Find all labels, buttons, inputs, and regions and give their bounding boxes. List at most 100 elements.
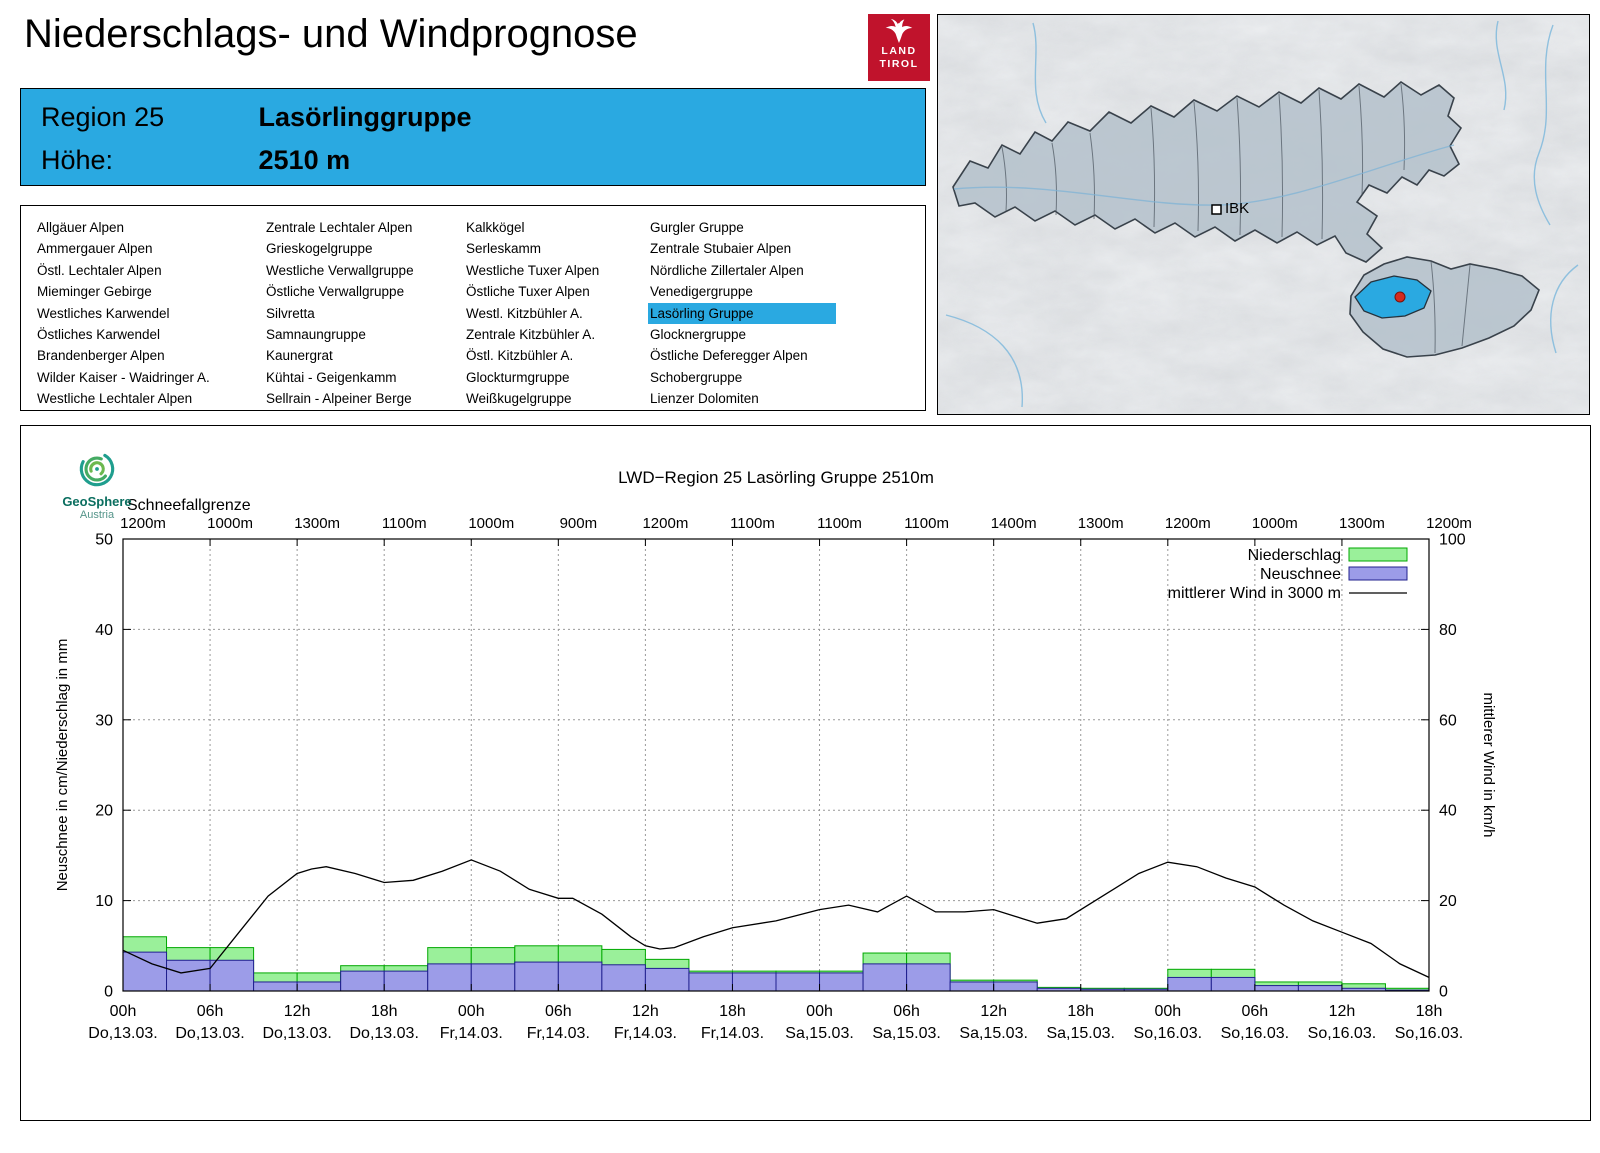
x-tick-date: Sa,15.03. (959, 1025, 1028, 1042)
region-list-item[interactable]: Wilder Kaiser - Waidringer A. (37, 369, 210, 385)
geosphere-country: Austria (79, 509, 115, 521)
x-tick-time: 12h (1329, 1003, 1356, 1020)
x-tick-date: Fr,14.03. (440, 1025, 503, 1042)
region-list-item[interactable]: Östliches Karwendel (37, 326, 161, 342)
region-list-item[interactable]: Östl. Lechtaler Alpen (37, 262, 162, 278)
altitude-value: 2510 m (258, 145, 351, 175)
region-list-item[interactable]: Kalkkögel (466, 220, 525, 235)
x-tick-date: Do,13.03. (262, 1025, 331, 1042)
geosphere-swirl-icon (79, 451, 115, 487)
region-list-item[interactable]: Östl. Kitzbühler A. (466, 348, 574, 364)
legend: Niederschlag Neuschnee mittlerer Wind in 3… (1168, 547, 1408, 602)
region-list-item[interactable]: Serleskamm (466, 241, 542, 257)
region-list-item[interactable]: Westliche Lechtaler Alpen (37, 391, 193, 407)
x-tick-date: So,16.03. (1221, 1025, 1290, 1042)
region-list-item[interactable]: Glockturmgruppe (466, 369, 570, 385)
region-list-item[interactable]: Nördliche Zillertaler Alpen (650, 262, 804, 278)
location-marker (1394, 291, 1406, 303)
legend-swatch (1348, 547, 1408, 562)
snowline-value: 1000m (1252, 515, 1298, 532)
region-name: Lasörlinggruppe (258, 102, 472, 132)
province-regions[interactable] (952, 80, 1540, 358)
region-list-item[interactable]: Zentrale Stubaier Alpen (650, 241, 792, 257)
gridlines (123, 539, 1429, 991)
y-left-tick: 50 (95, 532, 113, 549)
region-list-item[interactable]: Silvretta (266, 305, 315, 321)
y-right-tick: 40 (1439, 803, 1457, 820)
legend-label: mittlerer Wind in 3000 m (1168, 585, 1341, 602)
altitude-label: Höhe: (41, 145, 114, 175)
x-tick-time: 18h (1416, 1003, 1443, 1020)
region-list-item[interactable]: Glocknergruppe (650, 326, 747, 342)
x-tick-time: 12h (632, 1003, 659, 1020)
snowline-value: 1300m (1078, 515, 1124, 532)
tirol-eagle-icon (885, 18, 913, 43)
x-tick-time: 18h (719, 1003, 746, 1020)
region-row: Region 25 Lasörlinggruppe (41, 102, 472, 133)
region-list-item[interactable]: Venedigergruppe (650, 284, 753, 300)
x-tick-date: Do,13.03. (350, 1025, 419, 1042)
region-list-item[interactable]: Kaunergrat (266, 348, 333, 364)
altitude-row: Höhe: 2510 m (41, 145, 350, 176)
snowline-value: 1200m (120, 515, 166, 532)
x-tick-date: Sa,15.03. (872, 1025, 941, 1042)
snowline-value: 1400m (991, 515, 1037, 532)
region-list-item[interactable]: Zentrale Kitzbühler A. (466, 326, 596, 342)
x-tick-time: 12h (980, 1003, 1007, 1020)
snowline-value: 900m (560, 515, 598, 532)
region-list-item[interactable]: Schobergruppe (650, 369, 743, 385)
y-left-tick: 40 (95, 622, 113, 639)
tirol-map: IBK (937, 14, 1590, 415)
x-tick-time: 00h (458, 1003, 485, 1020)
x-tick-date: Fr,14.03. (701, 1025, 764, 1042)
snowline-value: 1000m (207, 515, 253, 532)
region-list-item[interactable]: Westliches Karwendel (37, 305, 170, 321)
region-list-item[interactable]: Brandenberger Alpen (37, 348, 165, 364)
region-north-tirol[interactable] (952, 80, 1463, 263)
region-list-item[interactable]: Lienzer Dolomiten (650, 391, 759, 407)
region-list-item[interactable]: Grieskogelgruppe (266, 241, 373, 257)
region-list-item[interactable]: Samnaungruppe (266, 326, 366, 342)
x-tick-time: 00h (1154, 1003, 1181, 1020)
region-list-item[interactable]: Ammergauer Alpen (37, 241, 153, 257)
region-list-item[interactable]: Östliche Tuxer Alpen (466, 284, 590, 300)
region-list-item[interactable]: Zentrale Lechtaler Alpen (266, 220, 413, 235)
region-list-item[interactable]: Kühtai - Geigenkamm (266, 369, 397, 385)
x-tick-time: 12h (284, 1003, 311, 1020)
x-tick-time: 06h (545, 1003, 572, 1020)
y-right-tick: 60 (1439, 712, 1457, 729)
region-list-item[interactable]: Mieminger Gebirge (37, 284, 152, 300)
region-list-item[interactable]: Weißkugelgruppe (466, 391, 572, 407)
region-column: Allgäuer Alpen Ammergauer Alpen Östl. Lech… (35, 217, 264, 410)
region-list-item[interactable]: Östliche Verwallgruppe (266, 284, 405, 300)
x-tick-date: Fr,14.03. (527, 1025, 590, 1042)
region-list: Allgäuer Alpen Ammergauer Alpen Östl. Lech… (20, 205, 926, 411)
logo-text-tirol: TIROL (879, 58, 919, 70)
snowline-value: 1100m (382, 515, 427, 532)
x-tick-date: Fr,14.03. (614, 1025, 677, 1042)
region-list-item[interactable]: Allgäuer Alpen (37, 220, 125, 235)
new-snow-bars (122, 951, 1430, 992)
plot-border (122, 538, 1430, 992)
region-list-item[interactable]: Westliche Tuxer Alpen (466, 262, 600, 278)
region-list-item[interactable]: Westl. Kitzbühler A. (466, 305, 583, 321)
page-title: Niederschlags- und Windprognose (24, 12, 638, 56)
selected-region-lasoerling[interactable] (1354, 275, 1432, 319)
ibk-label: IBK (1225, 200, 1249, 217)
x-tick-time: 06h (197, 1003, 224, 1020)
tirol-map-svg: IBK (938, 15, 1589, 414)
snowline-label: Schneefallgrenze (127, 497, 251, 514)
region-info-box: Region 25 Lasörlinggruppe Höhe: 2510 m (20, 88, 926, 186)
legend-label: Niederschlag (1248, 547, 1341, 564)
region-list-item[interactable]: Westliche Verwallgruppe (266, 262, 414, 278)
y-right-tick: 0 (1439, 984, 1448, 1001)
x-tick-date: Do,13.03. (88, 1025, 157, 1042)
region-list-item[interactable]: Gurgler Gruppe (650, 220, 744, 235)
y-left-tick: 0 (104, 984, 113, 1001)
y-right-tick: 100 (1439, 532, 1466, 549)
y-left-tick: 20 (95, 803, 113, 820)
y-tick-labels: 0 0 10 20 20 40 30 60 40 80 50 100 (95, 532, 1466, 1001)
region-list-item[interactable]: Östliche Deferegger Alpen (650, 348, 808, 364)
region-list-item[interactable]: Sellrain - Alpeiner Berge (266, 391, 412, 407)
region-list-item-selected[interactable]: Lasörling Gruppe (648, 302, 836, 324)
